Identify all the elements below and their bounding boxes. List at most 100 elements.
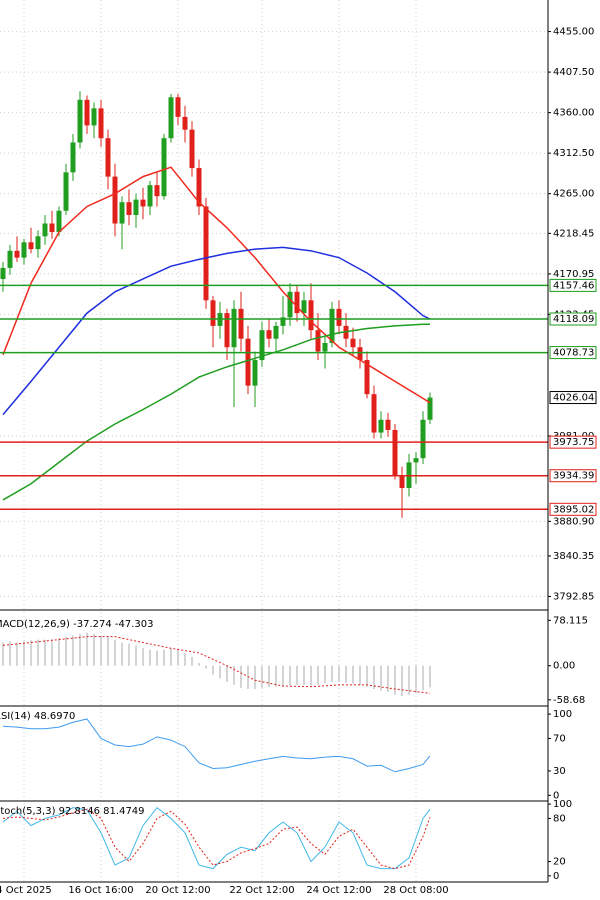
panel-title: RSI(14) 48.6970	[0, 711, 75, 722]
candle-body	[315, 330, 321, 352]
candle-body	[427, 397, 433, 420]
y-tick-label: 3880.90	[553, 516, 594, 527]
candle-body	[126, 202, 132, 215]
candle-body	[231, 308, 237, 348]
indicator-line	[2, 636, 431, 694]
x-tick-label: 20 Oct 12:00	[145, 885, 210, 896]
candle-body	[161, 138, 167, 197]
candle-body	[175, 97, 181, 117]
candle-body	[294, 291, 300, 314]
indicator-line	[2, 718, 431, 773]
candle-body	[0, 267, 6, 279]
candle-body	[364, 360, 370, 395]
level-label: 3895.02	[553, 504, 594, 515]
y-tick-label: 4360.00	[553, 108, 594, 119]
candle-body	[399, 475, 405, 488]
panel-title: MACD(12,26,9) -37.274 -47.303	[0, 619, 154, 630]
level-label: 4078.73	[553, 348, 594, 359]
candle-body	[77, 99, 83, 143]
candle-body	[140, 199, 146, 207]
candle-body	[203, 206, 209, 301]
candle-body	[287, 291, 293, 318]
price-label-box	[549, 391, 597, 405]
y-tick-label: 20	[553, 856, 566, 867]
candle-body	[105, 138, 111, 177]
y-tick-label: 0	[553, 790, 559, 801]
level-label-box	[549, 435, 597, 449]
y-tick-label: 3792.85	[553, 591, 594, 602]
indicator-line	[2, 246, 431, 416]
x-tick-label: 28 Oct 08:00	[383, 885, 448, 896]
panel-title: Stoch(5,3,3) 92.8146 81.4749	[0, 806, 145, 817]
candle-body	[98, 108, 104, 139]
candle-body	[392, 429, 398, 476]
y-tick-label: 0	[553, 871, 559, 882]
candle-body	[7, 250, 13, 268]
candle-body	[385, 419, 391, 430]
level-label-box	[549, 278, 597, 292]
candle-body	[168, 97, 174, 139]
candle-body	[224, 313, 230, 348]
indicator-line	[2, 166, 431, 404]
indicator-line	[2, 808, 431, 870]
candle-body	[196, 168, 202, 207]
x-tick-label: 22 Oct 12:00	[229, 885, 294, 896]
y-tick-label: 4312.50	[553, 148, 594, 159]
y-tick-label: -58.68	[553, 695, 585, 706]
y-tick-label: 78.115	[553, 615, 588, 626]
level-label-box	[549, 502, 597, 516]
level-label-box	[549, 312, 597, 326]
level-label: 4157.46	[553, 280, 594, 291]
y-tick-label: 4265.00	[553, 189, 594, 200]
level-label: 3934.39	[553, 471, 594, 482]
level-label: 3973.75	[553, 437, 594, 448]
candle-body	[245, 338, 251, 386]
candle-body	[63, 172, 69, 211]
candle-body	[329, 308, 335, 343]
candle-body	[49, 223, 55, 233]
candle-body	[189, 129, 195, 169]
x-tick-label: 4 Oct 2025	[0, 885, 52, 896]
candle-body	[357, 347, 363, 361]
candle-body	[336, 308, 342, 326]
candle-body	[84, 99, 90, 126]
candle-body	[133, 199, 139, 215]
candle-body	[147, 185, 153, 207]
price-label: 4026.04	[553, 393, 594, 404]
y-tick-label: 4407.50	[553, 67, 594, 78]
y-tick-label: 80	[553, 813, 566, 824]
level-label-box	[549, 346, 597, 360]
y-tick-label: 0.00	[553, 661, 575, 672]
candle-body	[154, 185, 160, 197]
candle-body	[28, 242, 34, 250]
y-tick-label: 3840.35	[553, 551, 594, 562]
candle-body	[350, 338, 356, 348]
candle-body	[70, 142, 76, 173]
y-tick-label: 4218.45	[553, 228, 594, 239]
candle-body	[322, 342, 328, 352]
x-tick-label: 24 Oct 12:00	[306, 885, 371, 896]
y-tick-label: 70	[553, 733, 566, 744]
indicator-line	[2, 806, 431, 870]
level-label: 4118.09	[553, 314, 594, 325]
candle-body	[252, 360, 258, 386]
candle-body	[420, 419, 426, 459]
candle-body	[21, 242, 27, 258]
candle-body	[266, 330, 272, 339]
candle-body	[210, 300, 216, 326]
candle-body	[35, 236, 41, 250]
candle-body	[42, 223, 48, 237]
candle-body	[56, 210, 62, 233]
candle-body	[273, 325, 279, 339]
indicator-line	[2, 323, 430, 501]
candle-body	[308, 300, 314, 331]
candle-body	[14, 250, 20, 258]
candle-body	[112, 176, 118, 224]
candle-body	[280, 317, 286, 326]
candle-body	[378, 419, 384, 433]
level-label-box	[549, 469, 597, 483]
y-tick-label: 100	[553, 709, 572, 720]
